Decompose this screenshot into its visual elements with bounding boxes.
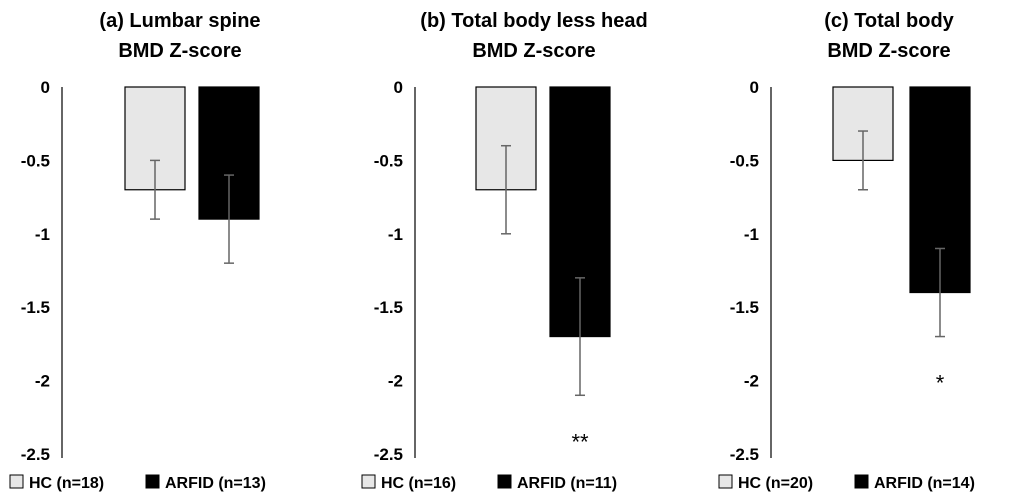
chart-panel-1: (b) Total body less head BMD Z-score 0 -0.5… <box>361 10 648 492</box>
significance-marker: * <box>936 371 945 396</box>
legend-swatch <box>854 474 869 489</box>
chart-title-line: (b) Total body less head <box>420 10 647 32</box>
legend-label: ARFID (n=11) <box>517 475 617 492</box>
legend-swatch <box>497 474 512 489</box>
y-tick-label: 0 <box>750 78 759 97</box>
y-tick-label: -2.5 <box>21 445 50 464</box>
chart-panel-2: (c) Total body BMD Z-score 0 -0.5 -1 -1.5 -2 -2… <box>718 10 975 492</box>
y-tick-label: -0.5 <box>21 151 50 170</box>
y-tick-label: -2.5 <box>374 445 403 464</box>
y-tick-label: -1 <box>744 225 759 244</box>
chart-title-line: BMD Z-score <box>118 40 241 62</box>
legend-label: ARFID (n=13) <box>165 475 266 492</box>
y-tick-label: -1 <box>388 225 403 244</box>
y-tick-label: -1 <box>35 225 50 244</box>
y-tick-label: 0 <box>394 78 403 97</box>
significance-marker: ** <box>571 429 589 454</box>
y-tick-label: -0.5 <box>730 151 759 170</box>
chart-title-line: (c) Total body <box>824 10 954 32</box>
chart-title-line: BMD Z-score <box>472 40 595 62</box>
legend-swatch <box>9 474 24 489</box>
legend-label: ARFID (n=14) <box>874 475 975 492</box>
legend-swatch <box>145 474 160 489</box>
y-tick-label: -2.5 <box>730 445 759 464</box>
y-tick-label: -0.5 <box>374 151 403 170</box>
chart-panel-0: (a) Lumbar spine BMD Z-score 0 -0.5 -1 -1.5 -2… <box>9 10 266 492</box>
legend-label: HC (n=18) <box>29 475 104 492</box>
y-tick-label: 0 <box>41 78 50 97</box>
y-tick-label: -2 <box>35 372 50 391</box>
y-tick-label: -1.5 <box>730 298 759 317</box>
y-tick-label: -2 <box>744 372 759 391</box>
chart-title-line: (a) Lumbar spine <box>99 10 260 32</box>
legend-label: HC (n=16) <box>381 475 456 492</box>
legend-label: HC (n=20) <box>738 475 813 492</box>
legend-swatch <box>361 474 376 489</box>
y-tick-label: -1.5 <box>21 298 50 317</box>
legend-swatch <box>718 474 733 489</box>
y-tick-label: -2 <box>388 372 403 391</box>
y-tick-label: -1.5 <box>374 298 403 317</box>
chart-title-line: BMD Z-score <box>827 40 950 62</box>
